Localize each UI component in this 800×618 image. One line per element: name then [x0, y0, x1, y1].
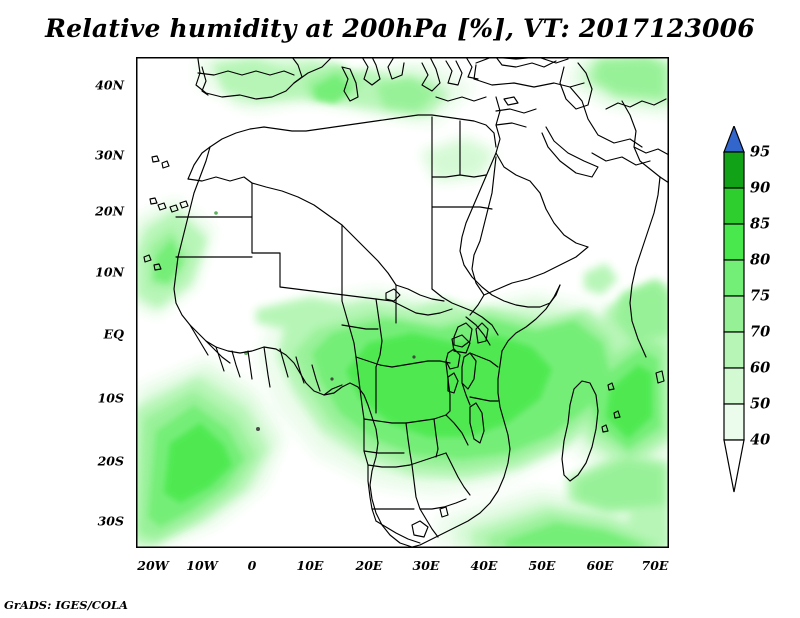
x-axis-tick-label: 50E — [528, 558, 556, 573]
humidity-flecks — [214, 211, 416, 431]
x-axis-tick-label: 10E — [296, 558, 324, 573]
y-axis-tick-label: 30N — [95, 147, 124, 163]
x-axis-tick-label: 60E — [586, 558, 614, 573]
y-axis-tick-label: 10N — [95, 264, 124, 280]
x-axis-tick-label: 30E — [412, 558, 440, 573]
colorbar-tick-label: 40 — [750, 431, 771, 449]
x-axis-tick-label: 20W — [137, 558, 169, 573]
colorbar-tick-label: 90 — [750, 179, 771, 197]
colorbar-tick-label: 85 — [750, 215, 771, 233]
y-axis-tick-label: 10S — [97, 390, 124, 406]
y-axis-tick-label: 40N — [95, 77, 124, 93]
colorbar — [723, 126, 745, 493]
x-axis-tick-label: 0 — [247, 558, 257, 573]
colorbar-cap-top — [723, 126, 745, 153]
colorbar-tick-label: 80 — [750, 251, 771, 269]
y-axis-tick-label: 20N — [95, 203, 124, 219]
x-axis-tick-label: 20E — [355, 558, 383, 573]
colorbar-band-70-75 — [723, 295, 745, 333]
page-title: Relative humidity at 200hPa [%], VT: 201… — [45, 14, 755, 43]
y-axis-tick-label: EQ — [103, 326, 124, 342]
colorbar-band-75-80 — [723, 259, 745, 297]
colorbar-band-50-60 — [723, 367, 745, 405]
x-axis-tick-label: 10W — [186, 558, 218, 573]
map-coastlines — [143, 57, 669, 548]
map-frame — [136, 57, 669, 548]
y-axis-tick-label: 20S — [97, 453, 124, 469]
colorbar-tick-label: 50 — [750, 395, 771, 413]
colorbar-tick-label: 75 — [750, 287, 771, 305]
colorbar-band-60-70 — [723, 331, 745, 369]
colorbar-cap-bottom — [723, 439, 745, 493]
x-axis-tick-label: 40E — [470, 558, 498, 573]
colorbar-band-40-50 — [723, 403, 745, 441]
y-axis-tick-label: 30S — [97, 513, 124, 529]
colorbar-tick-label: 95 — [750, 143, 771, 161]
colorbar-band-80-85 — [723, 223, 745, 261]
colorbar-tick-label: 60 — [750, 359, 771, 377]
colorbar-band-85-90 — [723, 187, 745, 225]
map-plot-area — [136, 57, 669, 548]
colorbar-band-90-95 — [723, 151, 745, 189]
footer-credit: GrADS: IGES/COLA — [4, 598, 128, 612]
x-axis-tick-label: 70E — [641, 558, 669, 573]
colorbar-tick-label: 70 — [750, 323, 771, 341]
